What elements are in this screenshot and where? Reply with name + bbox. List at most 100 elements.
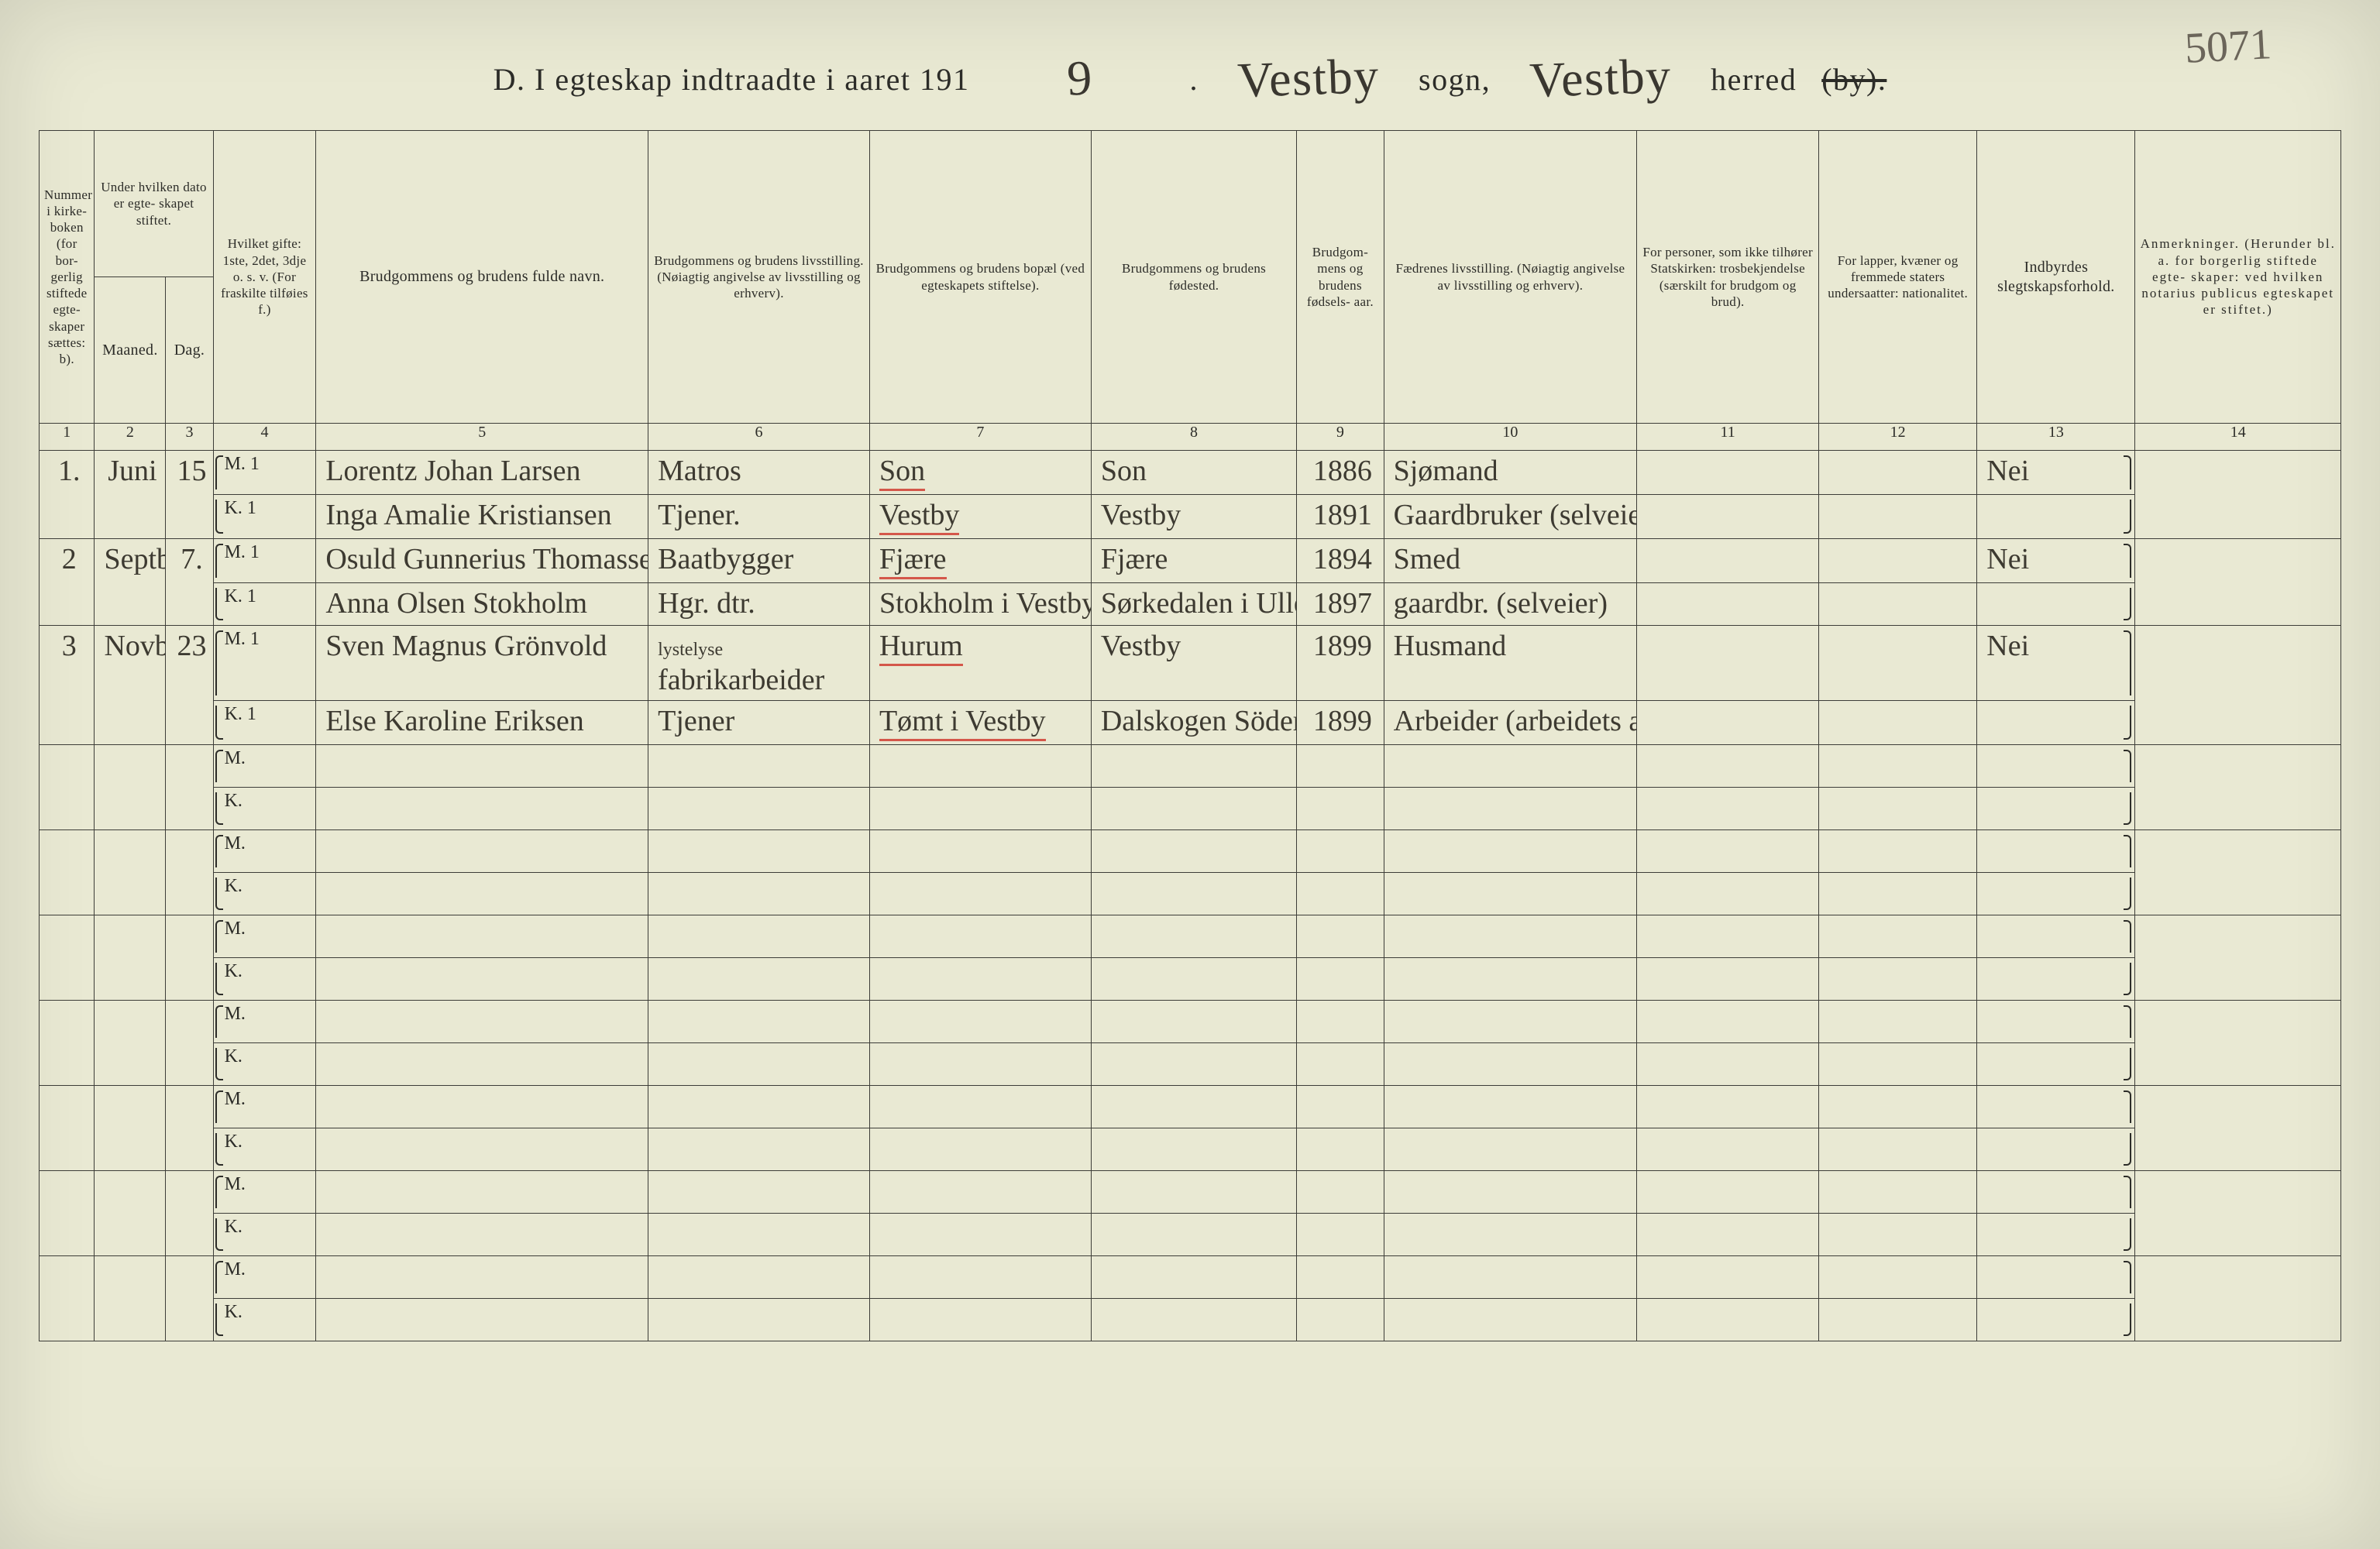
ledger-page: 5071 D. I egteskap indtraadte i aaret 19…	[0, 0, 2380, 1549]
col-header-12: For lapper, kvæner og fremmede staters u…	[1819, 131, 1977, 424]
col-header-4: Hvilket gifte: 1ste, 2det, 3dje o. s. v.…	[213, 131, 316, 424]
blank-cell	[1637, 1171, 1819, 1214]
blank-cell	[1384, 1299, 1637, 1341]
mk-label: M.	[213, 1001, 316, 1043]
blank-cell	[316, 1043, 648, 1086]
blank-cell	[648, 1043, 870, 1086]
colnum: 2	[95, 424, 166, 451]
entry-month: Novbr.	[95, 626, 166, 745]
blank-cell	[1637, 1214, 1819, 1256]
bride-name: Inga Amalie Kristiansen	[316, 495, 648, 539]
mk-label: M. 1	[213, 626, 316, 701]
remarks	[2135, 1001, 2341, 1086]
groom-occupation: Baatbygger	[648, 539, 870, 583]
blank-cell	[1384, 915, 1637, 958]
groom-faith	[1637, 451, 1819, 495]
blank-cell	[869, 1256, 1091, 1299]
entry-row-k: K. 1Anna Olsen StokholmHgr. dtr.Stokholm…	[40, 583, 2341, 626]
blank-cell	[648, 745, 870, 788]
groom-birthplace: Son	[1091, 451, 1296, 495]
blank-cell	[648, 1171, 870, 1214]
groom-birthyear: 1886	[1297, 451, 1384, 495]
blank-cell	[648, 1001, 870, 1043]
entry-month	[95, 1171, 166, 1256]
entry-day: 7.	[166, 539, 213, 626]
blank-row-m: M.	[40, 1001, 2341, 1043]
mk-label: M.	[213, 745, 316, 788]
blank-cell	[1091, 788, 1296, 830]
entry-row-k: K. 1Inga Amalie KristiansenTjener.Vestby…	[40, 495, 2341, 539]
blank-cell	[316, 873, 648, 915]
mk-label: M. 1	[213, 451, 316, 495]
kinship: Nei	[1977, 626, 2135, 701]
blank-cell	[1297, 1001, 1384, 1043]
blank-cell	[1637, 788, 1819, 830]
blank-cell	[1297, 873, 1384, 915]
entry-month	[95, 1256, 166, 1341]
blank-cell	[869, 1001, 1091, 1043]
blank-row-k: K.	[40, 1128, 2341, 1171]
colnum: 13	[1977, 424, 2135, 451]
entry-no	[40, 1086, 95, 1171]
blank-cell	[1819, 1256, 1977, 1299]
mk-label: K.	[213, 958, 316, 1001]
blank-row-k: K.	[40, 958, 2341, 1001]
blank-cell	[1384, 873, 1637, 915]
bride-occupation: Hgr. dtr.	[648, 583, 870, 626]
blank-cell	[1091, 873, 1296, 915]
groom-nationality	[1819, 626, 1977, 701]
blank-cell	[1819, 915, 1977, 958]
blank-cell	[1384, 1043, 1637, 1086]
kinship	[1977, 915, 2135, 958]
kinship	[1977, 1086, 2135, 1128]
bride-birthplace: Sørkedalen i Ullern (V. Aker)	[1091, 583, 1296, 626]
blank-cell	[869, 958, 1091, 1001]
entry-day	[166, 745, 213, 830]
entry-month	[95, 830, 166, 915]
remarks	[2135, 830, 2341, 915]
groom-occupation: lystelysefabrikarbeider	[648, 626, 870, 701]
col-header-7: Brudgommens og brudens bopæl (ved egtesk…	[869, 131, 1091, 424]
groom-faith	[1637, 539, 1819, 583]
entry-row-m: 3Novbr.23M. 1Sven Magnus Grönvoldlystely…	[40, 626, 2341, 701]
blank-row-m: M.	[40, 745, 2341, 788]
blank-cell	[1637, 1086, 1819, 1128]
title-sogn-label: sogn,	[1419, 61, 1491, 98]
kinship	[1977, 583, 2135, 626]
groom-father-occ: Sjømand	[1384, 451, 1637, 495]
blank-cell	[1091, 1299, 1296, 1341]
groom-birthyear: 1899	[1297, 626, 1384, 701]
col-header-5: Brudgommens og brudens fulde navn.	[316, 131, 648, 424]
entry-no	[40, 1001, 95, 1086]
bride-occupation: Tjener	[648, 701, 870, 745]
groom-residence: Son	[869, 451, 1091, 495]
mk-label: M.	[213, 830, 316, 873]
blank-cell	[1637, 1043, 1819, 1086]
groom-birthplace: Vestby	[1091, 626, 1296, 701]
blank-cell	[1091, 830, 1296, 873]
blank-cell	[1384, 830, 1637, 873]
blank-cell	[1091, 1086, 1296, 1128]
blank-cell	[316, 1299, 648, 1341]
col-header-11: For personer, som ikke tilhører Statskir…	[1637, 131, 1819, 424]
blank-row-k: K.	[40, 1214, 2341, 1256]
bride-birthyear: 1891	[1297, 495, 1384, 539]
blank-cell	[1384, 1256, 1637, 1299]
colnum: 11	[1637, 424, 1819, 451]
mk-label: M.	[213, 915, 316, 958]
kinship	[1977, 1299, 2135, 1341]
bride-birthplace: Vestby	[1091, 495, 1296, 539]
col-header-14: Anmerkninger. (Herunder bl. a. for borge…	[2135, 131, 2341, 424]
entry-no	[40, 1256, 95, 1341]
blank-row-k: K.	[40, 1299, 2341, 1341]
blank-cell	[1297, 915, 1384, 958]
remarks	[2135, 626, 2341, 745]
blank-cell	[1091, 915, 1296, 958]
blank-cell	[648, 1299, 870, 1341]
blank-cell	[869, 873, 1091, 915]
blank-cell	[1637, 1299, 1819, 1341]
blank-cell	[1637, 873, 1819, 915]
entry-row-m: 2Septbr.7.M. 1Osuld Gunnerius ThomassenB…	[40, 539, 2341, 583]
blank-cell	[648, 788, 870, 830]
remarks	[2135, 451, 2341, 539]
